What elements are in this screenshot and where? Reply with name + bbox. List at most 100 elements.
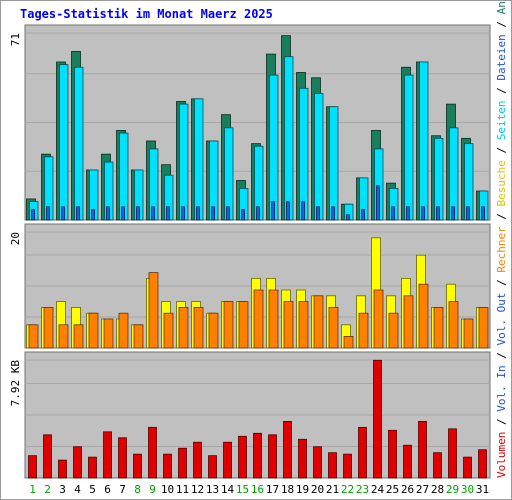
- bar-volumen-day-14: [223, 441, 232, 479]
- y-max-label: 7.92 KB: [9, 360, 22, 407]
- bar-dateien-day-26: [404, 74, 414, 221]
- bar-volumen-day-29: [448, 428, 457, 479]
- bar-rechner-day-16: [253, 289, 264, 349]
- bar-rechner-day-8: [133, 324, 144, 349]
- bar-rechner-day-30: [463, 318, 474, 349]
- x-tick-labels: 1 2 3 4 5 6 7 8 9 10 11 12 13 14 15 16 17 18 19 20 21 22 23 24 2…: [29, 483, 489, 496]
- bar-volumen-day-31: [478, 449, 487, 479]
- x-tick-label-13: 13: [206, 483, 219, 496]
- panel-bottom: 7.92 KB: [9, 351, 491, 479]
- right-legend-part: Dateien: [495, 34, 508, 80]
- bar-rechner-day-31: [478, 306, 489, 349]
- bar-seiten-day-9: [151, 206, 155, 221]
- right-legend-part: Seiten: [495, 100, 508, 140]
- bar-seiten-day-30: [466, 206, 470, 221]
- bar-seiten-day-19: [301, 201, 305, 221]
- right-legend-part: Vol. Out: [495, 293, 508, 346]
- bar-rechner-day-19: [298, 301, 309, 349]
- x-tick-label-21: 21: [326, 483, 339, 496]
- bar-seiten-day-11: [181, 206, 185, 221]
- bar-dateien-day-12: [194, 98, 204, 221]
- bar-seiten-day-4: [76, 206, 80, 221]
- bar-dateien-day-20: [314, 93, 324, 221]
- bar-rechner-day-21: [328, 306, 339, 349]
- y-max-label: 71: [9, 33, 22, 46]
- bar-seiten-day-5: [91, 209, 95, 221]
- x-tick-label-20: 20: [311, 483, 324, 496]
- bar-seiten-day-7: [121, 206, 125, 221]
- bar-rechner-day-25: [388, 312, 399, 349]
- right-legend-part: /: [495, 412, 508, 432]
- x-tick-label-25: 25: [386, 483, 399, 496]
- bar-rechner-day-22: [343, 335, 354, 349]
- chart-title: Tages-Statistik im Monat Maerz 2025: [20, 7, 273, 21]
- x-tick-label-7: 7: [119, 483, 126, 496]
- bar-rechner-day-27: [418, 283, 429, 349]
- bar-volumen-day-17: [268, 434, 277, 479]
- bar-rechner-day-15: [238, 301, 249, 349]
- bar-volumen-day-19: [298, 438, 307, 479]
- bar-seiten-day-6: [106, 206, 110, 221]
- bar-dateien-day-18: [284, 56, 294, 221]
- bar-rechner-day-4: [73, 324, 84, 349]
- x-tick-label-6: 6: [104, 483, 111, 496]
- bar-seiten-day-26: [406, 206, 410, 221]
- x-tick-label-31: 31: [476, 483, 489, 496]
- x-tick-label-14: 14: [221, 483, 235, 496]
- bar-seiten-day-29: [451, 206, 455, 221]
- bar-seiten-day-24: [376, 185, 380, 221]
- bar-volumen-day-1: [28, 455, 37, 479]
- x-tick-label-27: 27: [416, 483, 429, 496]
- bar-seiten-day-28: [436, 206, 440, 221]
- bar-seiten-day-20: [316, 206, 320, 221]
- bar-rechner-day-5: [88, 312, 99, 349]
- bar-rechner-day-2: [43, 306, 54, 349]
- bar-seiten-day-18: [286, 201, 290, 221]
- x-tick-label-30: 30: [461, 483, 474, 496]
- bar-volumen-day-15: [238, 435, 247, 479]
- bar-rechner-day-24: [373, 289, 384, 349]
- x-tick-label-2: 2: [44, 483, 51, 496]
- right-legend-part: Besuche: [495, 160, 508, 206]
- x-tick-label-15: 15: [236, 483, 249, 496]
- bar-seiten-day-3: [61, 206, 65, 221]
- bar-volumen-day-18: [283, 420, 292, 479]
- chart-panels: 71 20 7.92 KB: [9, 24, 491, 479]
- x-tick-label-18: 18: [281, 483, 294, 496]
- bar-dateien-day-3: [59, 64, 69, 221]
- bar-dateien-day-29: [449, 127, 459, 221]
- right-legend-part: /: [495, 14, 508, 34]
- bar-rechner-day-6: [103, 318, 114, 349]
- bar-seiten-day-22: [346, 214, 350, 221]
- bar-rechner-day-12: [193, 306, 204, 349]
- bar-seiten-day-10: [166, 206, 170, 221]
- bar-rechner-day-14: [223, 301, 234, 349]
- right-legend-part: Rechner: [495, 226, 508, 273]
- x-tick-label-19: 19: [296, 483, 309, 496]
- bar-dateien-day-11: [179, 103, 189, 221]
- x-tick-label-4: 4: [74, 483, 81, 496]
- bar-volumen-day-30: [463, 456, 472, 479]
- bar-rechner-day-7: [118, 312, 129, 349]
- y-max-label: 20: [9, 232, 22, 245]
- x-tick-label-3: 3: [59, 483, 66, 496]
- bar-seiten-day-27: [421, 206, 425, 221]
- bar-volumen-day-8: [133, 453, 142, 479]
- x-tick-label-23: 23: [356, 483, 369, 496]
- bar-volumen-day-21: [328, 452, 337, 479]
- bar-volumen-day-25: [388, 429, 397, 479]
- bar-seiten-day-13: [211, 206, 215, 221]
- bar-seiten-day-12: [196, 206, 200, 221]
- bar-volumen-day-6: [103, 431, 112, 479]
- bar-rechner-day-17: [268, 289, 279, 349]
- bar-volumen-day-2: [43, 434, 52, 479]
- bar-volumen-day-5: [88, 456, 97, 479]
- x-tick-label-22: 22: [341, 483, 354, 496]
- right-legend-part: Volumen: [495, 432, 508, 478]
- bar-volumen-day-24: [373, 359, 382, 479]
- bar-dateien-day-4: [74, 66, 84, 221]
- bar-seiten-day-14: [226, 206, 230, 221]
- right-axis-legend: Volumen / Vol. In / Vol. Out / Rechner /…: [495, 0, 508, 478]
- bar-dateien-day-27: [419, 61, 429, 221]
- bar-seiten-day-1: [31, 209, 35, 221]
